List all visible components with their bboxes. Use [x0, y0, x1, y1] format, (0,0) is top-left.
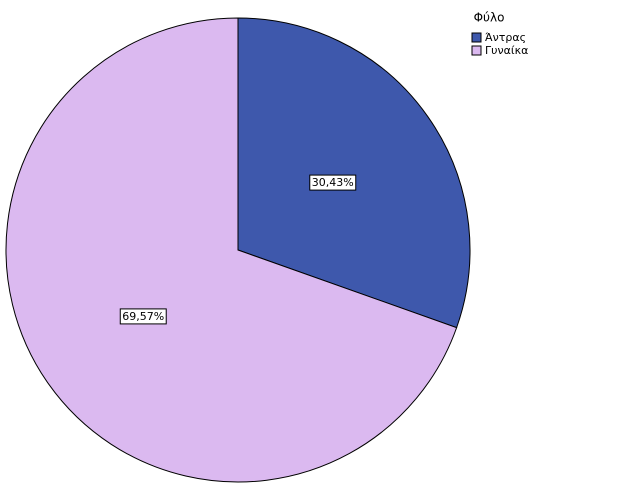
- value-label-box: [309, 174, 357, 191]
- legend-label: Άντρας: [485, 31, 526, 44]
- value-label-box: [119, 308, 167, 325]
- legend-label: Γυναίκα: [485, 44, 528, 57]
- value-label: 69,57%: [122, 310, 164, 323]
- legend-swatch: [471, 32, 482, 43]
- legend-title: Φύλο: [474, 11, 505, 25]
- legend-swatch: [471, 45, 482, 56]
- pie-slice: [237, 17, 471, 329]
- pie-slice: [5, 17, 458, 483]
- value-label: 30,43%: [312, 176, 354, 189]
